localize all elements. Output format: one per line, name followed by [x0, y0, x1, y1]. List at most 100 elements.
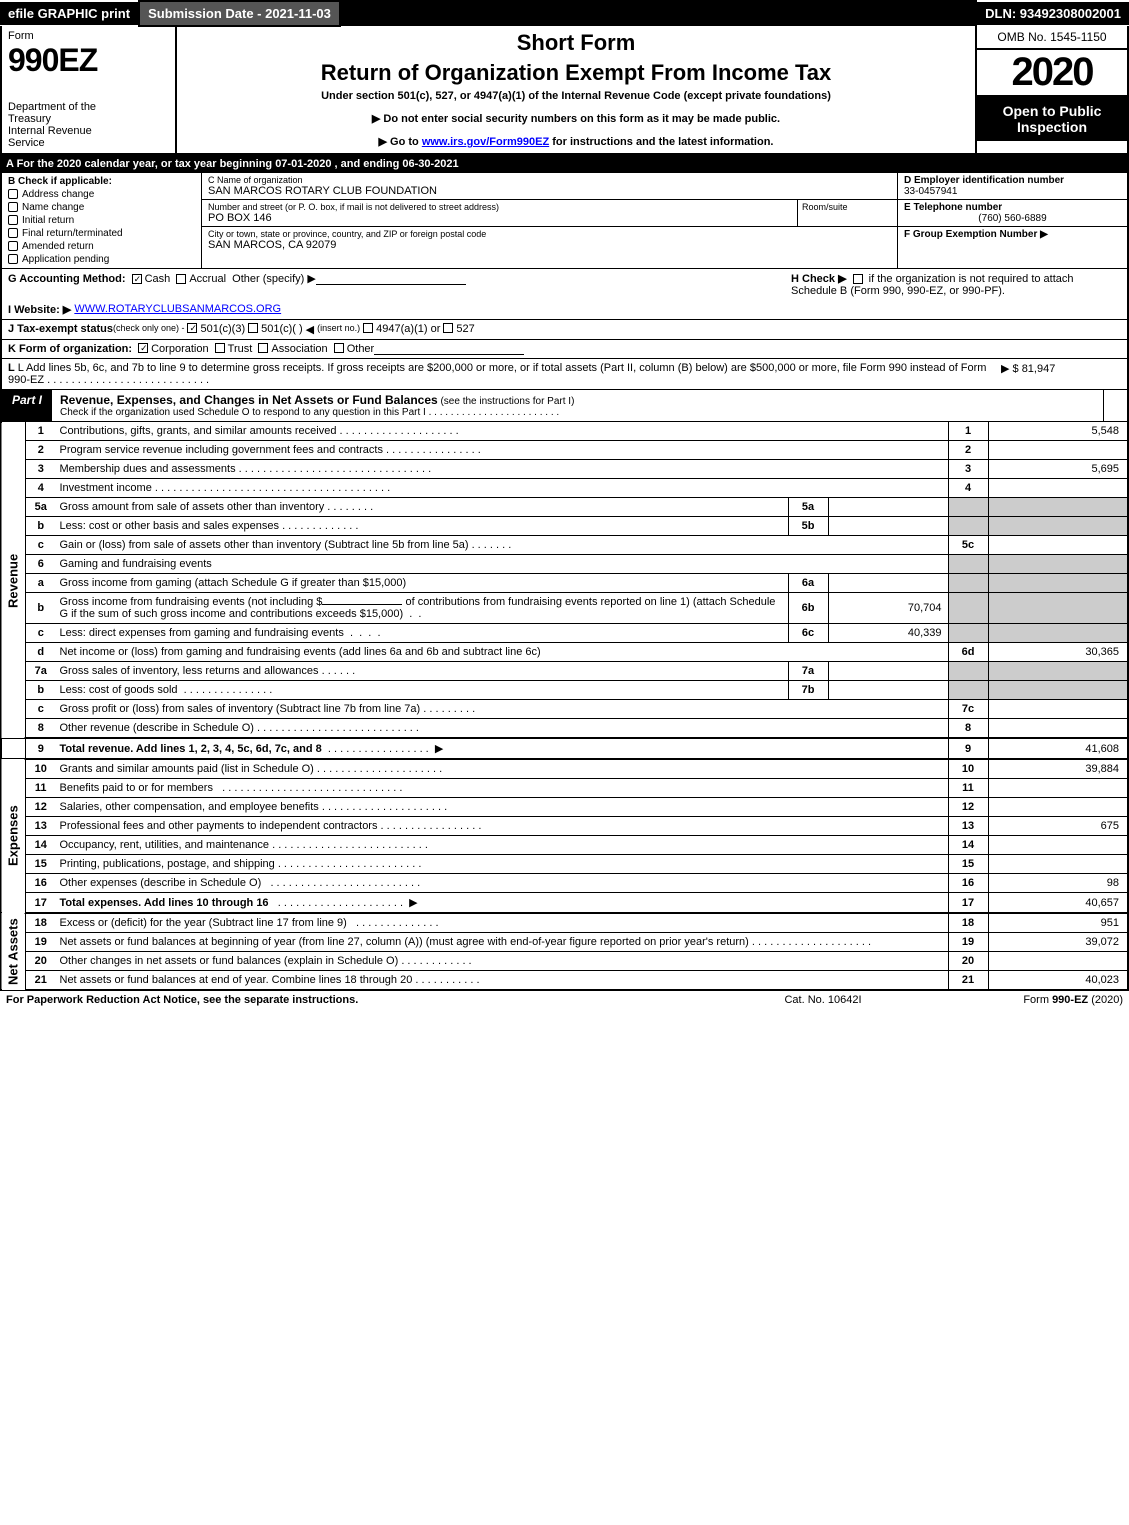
checkbox-501c-icon[interactable]	[248, 323, 258, 333]
line-8: 8 Other revenue (describe in Schedule O)…	[1, 719, 1128, 739]
opt-amended-return[interactable]: Amended return	[8, 241, 195, 252]
checkbox-icon[interactable]	[8, 254, 18, 264]
footer: For Paperwork Reduction Act Notice, see …	[0, 991, 1129, 1009]
opt-final-return[interactable]: Final return/terminated	[8, 228, 195, 239]
row-g-h: G Accounting Method: Cash Accrual Other …	[2, 269, 1127, 300]
org-name: SAN MARCOS ROTARY CLUB FOUNDATION	[208, 185, 891, 197]
header-right: OMB No. 1545-1150 2020 Open to Public In…	[977, 26, 1127, 153]
submission-date: Submission Date - 2021-11-03	[138, 0, 341, 27]
dln-label: DLN: 93492308002001	[977, 2, 1129, 25]
checkbox-icon[interactable]	[8, 241, 18, 251]
k-other: Other	[347, 343, 375, 355]
line-desc: Contributions, gifts, grants, and simila…	[56, 422, 949, 441]
line-13: 13 Professional fees and other payments …	[1, 817, 1128, 836]
checkbox-icon[interactable]	[8, 215, 18, 225]
line-1: Revenue 1 Contributions, gifts, grants, …	[1, 422, 1128, 441]
checkbox-trust-icon[interactable]	[215, 343, 225, 353]
checkbox-icon[interactable]	[8, 202, 18, 212]
department-label: Department of theTreasuryInternal Revenu…	[8, 101, 169, 149]
k-label: K Form of organization:	[8, 343, 132, 355]
row-j-tax-status: J Tax-exempt status (check only one) - 5…	[2, 320, 1127, 340]
lineno: 1	[26, 422, 56, 441]
omb-number: OMB No. 1545-1150	[977, 26, 1127, 50]
side-netassets: Net Assets	[1, 913, 26, 990]
line-4: 4 Investment income . . . . . . . . . . …	[1, 479, 1128, 498]
h-label: H Check ▶	[791, 273, 847, 285]
instruction-no-ssn: ▶ Do not enter social security numbers o…	[183, 112, 969, 125]
row-a-tax-year: A For the 2020 calendar year, or tax yea…	[0, 155, 1129, 173]
instr2-suffix: for instructions and the latest informat…	[549, 136, 773, 148]
opt-address-change[interactable]: Address change	[8, 189, 195, 200]
section-b-through-f: B Check if applicable: Address change Na…	[0, 173, 1129, 269]
checkbox-501c3-icon[interactable]	[187, 323, 197, 333]
row-l-gross-receipts: L L Add lines 5b, 6c, and 7b to line 9 t…	[2, 359, 1127, 389]
j-527: 527	[456, 323, 474, 336]
numcol: 1	[948, 422, 988, 441]
ein-box: D Employer identification number 33-0457…	[898, 173, 1127, 200]
j-insert: (insert no.)	[317, 323, 360, 336]
instr2-prefix: ▶ Go to	[379, 136, 422, 148]
line-21: 21 Net assets or fund balances at end of…	[1, 971, 1128, 991]
opt-initial-return[interactable]: Initial return	[8, 215, 195, 226]
line-19: 19 Net assets or fund balances at beginn…	[1, 933, 1128, 952]
short-form-title: Short Form	[183, 30, 969, 56]
efile-print-label[interactable]: efile GRAPHIC print	[0, 2, 138, 25]
checkbox-527-icon[interactable]	[443, 323, 453, 333]
opt-application-pending[interactable]: Application pending	[8, 254, 195, 265]
line-6a: a Gross income from gaming (attach Sched…	[1, 574, 1128, 593]
phone-value: (760) 560-6889	[904, 213, 1121, 224]
checkbox-assoc-icon[interactable]	[258, 343, 268, 353]
footer-catno: Cat. No. 10642I	[723, 994, 923, 1006]
side-expenses: Expenses	[1, 759, 26, 913]
header-center: Short Form Return of Organization Exempt…	[177, 26, 977, 153]
column-d-e-f: D Employer identification number 33-0457…	[897, 173, 1127, 268]
line-6b: b Gross income from fundraising events (…	[1, 593, 1128, 624]
valcol: 5,548	[988, 422, 1128, 441]
line-7a: 7a Gross sales of inventory, less return…	[1, 662, 1128, 681]
b-label: B Check if applicable:	[8, 176, 195, 187]
g-other: Other (specify) ▶	[232, 273, 316, 285]
phone-box: E Telephone number (760) 560-6889	[898, 200, 1127, 227]
form-number: 990EZ	[8, 42, 169, 79]
line-11: 11 Benefits paid to or for members . . .…	[1, 779, 1128, 798]
line-10: Expenses 10 Grants and similar amounts p…	[1, 759, 1128, 779]
subtitle: Under section 501(c), 527, or 4947(a)(1)…	[183, 90, 969, 102]
street-label: Number and street (or P. O. box, if mail…	[208, 202, 791, 212]
part1-sub: Check if the organization used Schedule …	[60, 407, 1095, 418]
top-bar: efile GRAPHIC print Submission Date - 20…	[0, 0, 1129, 26]
i-label: I Website: ▶	[8, 303, 71, 316]
g-accrual: Accrual	[189, 273, 226, 285]
line-20: 20 Other changes in net assets or fund b…	[1, 952, 1128, 971]
line-15: 15 Printing, publications, postage, and …	[1, 855, 1128, 874]
checkbox-icon[interactable]	[8, 189, 18, 199]
website-link[interactable]: WWW.ROTARYCLUBSANMARCOS.ORG	[74, 303, 281, 316]
tax-year: 2020	[977, 50, 1127, 97]
checkbox-4947-icon[interactable]	[363, 323, 373, 333]
opt-name-change[interactable]: Name change	[8, 202, 195, 213]
form-header: Form 990EZ Department of theTreasuryInte…	[0, 26, 1129, 155]
checkbox-cash-icon[interactable]	[132, 274, 142, 284]
footer-paperwork: For Paperwork Reduction Act Notice, see …	[6, 994, 723, 1006]
blank-line	[374, 343, 524, 355]
l-value: ▶ $ 81,947	[1001, 363, 1055, 375]
checkbox-other-icon[interactable]	[334, 343, 344, 353]
checkbox-icon[interactable]	[8, 228, 18, 238]
part1-tab: Part I	[2, 390, 52, 421]
irs-link[interactable]: www.irs.gov/Form990EZ	[422, 136, 549, 148]
checkbox-h-icon[interactable]	[853, 274, 863, 284]
header-left: Form 990EZ Department of theTreasuryInte…	[2, 26, 177, 153]
line-12: 12 Salaries, other compensation, and emp…	[1, 798, 1128, 817]
line-5c: c Gain or (loss) from sale of assets oth…	[1, 536, 1128, 555]
lines-table: Revenue 1 Contributions, gifts, grants, …	[0, 422, 1129, 991]
instruction-goto: ▶ Go to www.irs.gov/Form990EZ for instru…	[183, 135, 969, 148]
phone-label: E Telephone number	[904, 202, 1121, 213]
checkbox-corp-icon[interactable]	[138, 343, 148, 353]
j-4947: 4947(a)(1) or	[376, 323, 440, 336]
checkbox-accrual-icon[interactable]	[176, 274, 186, 284]
j-label: J Tax-exempt status	[8, 323, 113, 336]
part1-check-col[interactable]	[1103, 390, 1127, 421]
line-2: 2 Program service revenue including gove…	[1, 441, 1128, 460]
footer-formno: Form 990-EZ (2020)	[923, 994, 1123, 1006]
blank-line	[316, 284, 466, 285]
city-value: SAN MARCOS, CA 92079	[208, 239, 891, 251]
